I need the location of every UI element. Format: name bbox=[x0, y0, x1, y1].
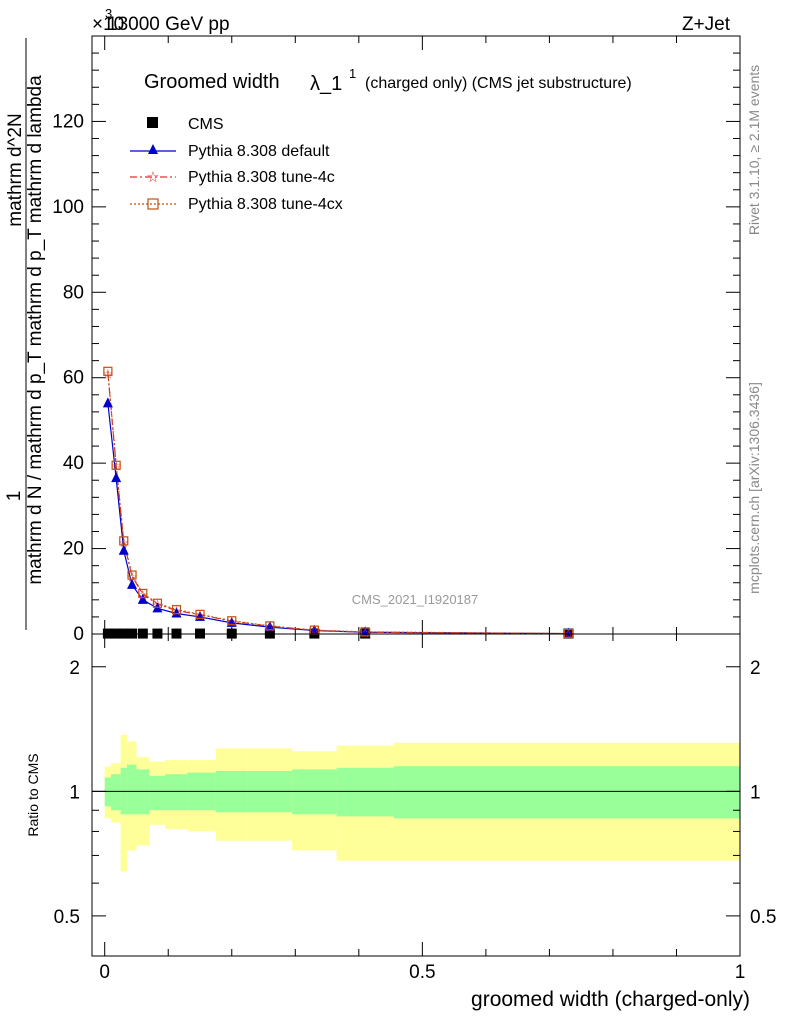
lower-axis-ticks: 0.5 0.5 1 1 2 2 0 0.5 1 bbox=[54, 634, 776, 983]
x-tick-label: 0.5 bbox=[409, 962, 435, 983]
data-point-tune4c: ☆ bbox=[110, 458, 122, 473]
data-point-default bbox=[137, 593, 148, 604]
ratio-band-inner bbox=[149, 775, 166, 811]
data-point-tune4c: ☆ bbox=[126, 569, 138, 584]
x-tick-label: 1 bbox=[735, 962, 746, 983]
mcplots-label: mcplots.cern.ch [arXiv:1306.3436] bbox=[746, 382, 762, 594]
ratio-y-tick-label: 2 bbox=[69, 658, 80, 679]
x-axis-label: groomed width (charged-only) bbox=[471, 988, 750, 1011]
data-point-tune4c: ☆ bbox=[264, 619, 276, 634]
y-tick-label: 20 bbox=[63, 539, 84, 560]
data-point-tune4cx bbox=[195, 609, 205, 619]
exponent-label: ×10 bbox=[92, 14, 124, 35]
ratio-band-inner bbox=[165, 774, 188, 811]
y-label-numerator-extra: mathrm d^2N bbox=[5, 113, 26, 226]
analysis-id-watermark: CMS_2021_I1920187 bbox=[352, 592, 479, 607]
lower-panel-frame bbox=[91, 633, 741, 957]
data-point-tune4cx bbox=[171, 605, 182, 615]
data-point-default bbox=[127, 578, 138, 589]
data-point-default bbox=[102, 397, 113, 408]
chart-title-sup: 1 bbox=[349, 66, 356, 81]
y-tick-label: 120 bbox=[52, 111, 84, 132]
legend-marker-tune4c: ☆ bbox=[146, 169, 159, 186]
data-point-tune4c: ☆ bbox=[194, 608, 206, 623]
y-label-numerator: 1 bbox=[4, 491, 25, 502]
data-point-tune4c: ☆ bbox=[226, 614, 238, 629]
chart-title-main: Groomed width bbox=[144, 71, 280, 93]
data-point-tune4c: ☆ bbox=[118, 535, 130, 550]
ratio-y-tick-label-right: 2 bbox=[750, 658, 761, 679]
legend-marker-default bbox=[148, 144, 158, 154]
ratio-bands bbox=[92, 734, 740, 872]
data-point-tune4c: ☆ bbox=[102, 366, 114, 381]
data-point-tune4cx bbox=[138, 588, 148, 599]
y-label-denominator: mathrm d N / mathrm d p_T mathrm d p_T m… bbox=[25, 75, 46, 585]
legend-marker-cms bbox=[147, 117, 158, 128]
legend-label-tune4c: Pythia 8.308 tune-4c bbox=[188, 169, 335, 186]
chart-title-symbol: λ_1 bbox=[310, 73, 342, 95]
ratio-band-inner bbox=[126, 764, 137, 815]
data-point-tune4c: ☆ bbox=[137, 587, 149, 602]
chart-title-note: (charged only) (CMS jet substructure) bbox=[365, 75, 632, 92]
upper-axis-ticks: 0 20 40 60 80 100 120 bbox=[52, 35, 741, 645]
data-point-tune4cx bbox=[111, 460, 121, 470]
series-line-2 bbox=[107, 373, 569, 635]
data-point-tune4cx bbox=[265, 621, 275, 631]
ratio-band-inner bbox=[336, 767, 394, 817]
rivet-label: Rivet 3.1.10, ≥ 2.1M events bbox=[746, 65, 762, 235]
y-tick-label: 60 bbox=[63, 368, 84, 389]
series-line-1 bbox=[107, 403, 569, 635]
exponent-power: 3 bbox=[105, 6, 112, 21]
y-tick-label: 80 bbox=[63, 282, 84, 303]
ratio-band-inner bbox=[292, 769, 337, 815]
ratio-y-axis-label: Ratio to CMS bbox=[25, 753, 41, 836]
ratio-band-inner bbox=[111, 774, 121, 811]
data-point-tune4cx bbox=[103, 366, 113, 376]
upper-data-layer: ☆☆☆☆☆☆ ☆ ☆ ☆ ☆ ☆ ☆ ☆ bbox=[102, 366, 574, 641]
data-point-tune4c: ☆ bbox=[309, 623, 321, 638]
header-right: Z+Jet bbox=[682, 14, 731, 35]
header-left: 13000 GeV pp bbox=[107, 14, 230, 35]
data-point-tune4cx bbox=[360, 627, 370, 637]
y-tick-label: 40 bbox=[63, 453, 84, 474]
y-tick-label: 100 bbox=[52, 197, 84, 218]
data-point-default bbox=[111, 472, 122, 483]
data-point-default bbox=[118, 544, 129, 555]
legend-label-tune4cx: Pythia 8.308 tune-4cx bbox=[188, 196, 343, 213]
data-point-default bbox=[563, 627, 574, 638]
ratio-y-tick-label-right: 0.5 bbox=[750, 907, 776, 928]
upper-y-axis-label: 1 mathrm d N / mathrm d p_T mathrm d p_T… bbox=[4, 38, 46, 630]
data-point-tune4cx bbox=[127, 570, 137, 580]
data-point-tune4cx bbox=[227, 616, 237, 626]
series-line-3 bbox=[107, 371, 569, 635]
ratio-y-tick-label: 1 bbox=[69, 782, 80, 803]
legend-label-cms: CMS bbox=[188, 116, 224, 133]
data-point-tune4c: ☆ bbox=[359, 625, 371, 640]
ratio-y-tick-label: 0.5 bbox=[54, 907, 80, 928]
data-point-default bbox=[309, 624, 320, 635]
ratio-y-tick-label-right: 1 bbox=[750, 782, 761, 803]
legend-label-default: Pythia 8.308 default bbox=[188, 143, 330, 160]
legend: CMS Pythia 8.308 default ☆ Pythia 8.308 … bbox=[130, 116, 343, 213]
y-tick-label: 0 bbox=[73, 624, 84, 645]
x-tick-label: 0 bbox=[99, 962, 110, 983]
data-point-tune4c: ☆ bbox=[152, 597, 164, 612]
data-point-default bbox=[171, 607, 182, 618]
ratio-band-inner bbox=[104, 777, 112, 807]
data-point-tune4cx bbox=[152, 598, 163, 608]
ratio-band-inner bbox=[136, 769, 150, 815]
ratio-band-inner bbox=[393, 766, 740, 819]
data-point-tune4c: ☆ bbox=[171, 604, 183, 619]
data-point-default bbox=[264, 621, 275, 632]
legend-marker-tune4cx bbox=[147, 198, 159, 210]
data-point-tune4cx bbox=[119, 536, 129, 546]
